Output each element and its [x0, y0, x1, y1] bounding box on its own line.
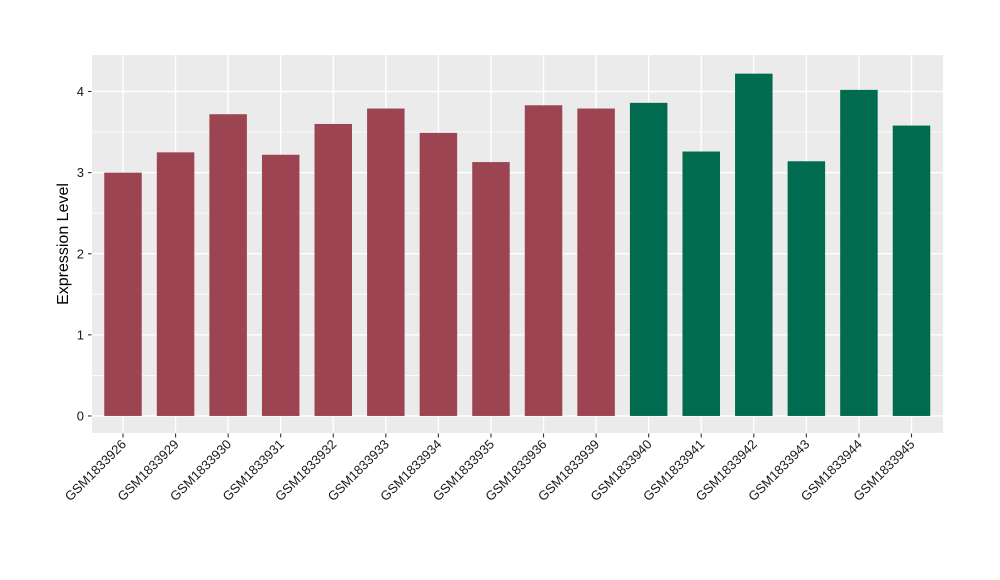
bar-GSM1833940 [629, 102, 668, 416]
bar-GSM1833939 [577, 108, 615, 416]
bar-GSM1833931 [261, 154, 300, 416]
y-tick-label: 0 [77, 409, 84, 424]
y-tick-label: 4 [77, 84, 84, 99]
y-tick-label: 3 [77, 165, 84, 180]
bar-GSM1833945 [892, 125, 931, 416]
bar-GSM1833926 [104, 172, 142, 416]
bar-GSM1833943 [787, 161, 826, 416]
bar-GSM1833932 [314, 123, 353, 416]
bar-GSM1833929 [156, 152, 195, 416]
bar-GSM1833942 [735, 73, 773, 416]
y-tick-label: 2 [77, 246, 84, 261]
bar-GSM1833935 [472, 162, 510, 416]
bar-GSM1833941 [682, 151, 720, 416]
bar-GSM1833936 [524, 105, 563, 416]
y-axis-title: Expression Level [55, 183, 72, 305]
bar-GSM1833933 [367, 108, 405, 416]
bar-GSM1833944 [840, 89, 878, 416]
bar-GSM1833934 [419, 132, 458, 416]
y-tick-label: 1 [77, 327, 84, 342]
bar-GSM1833930 [209, 114, 247, 416]
